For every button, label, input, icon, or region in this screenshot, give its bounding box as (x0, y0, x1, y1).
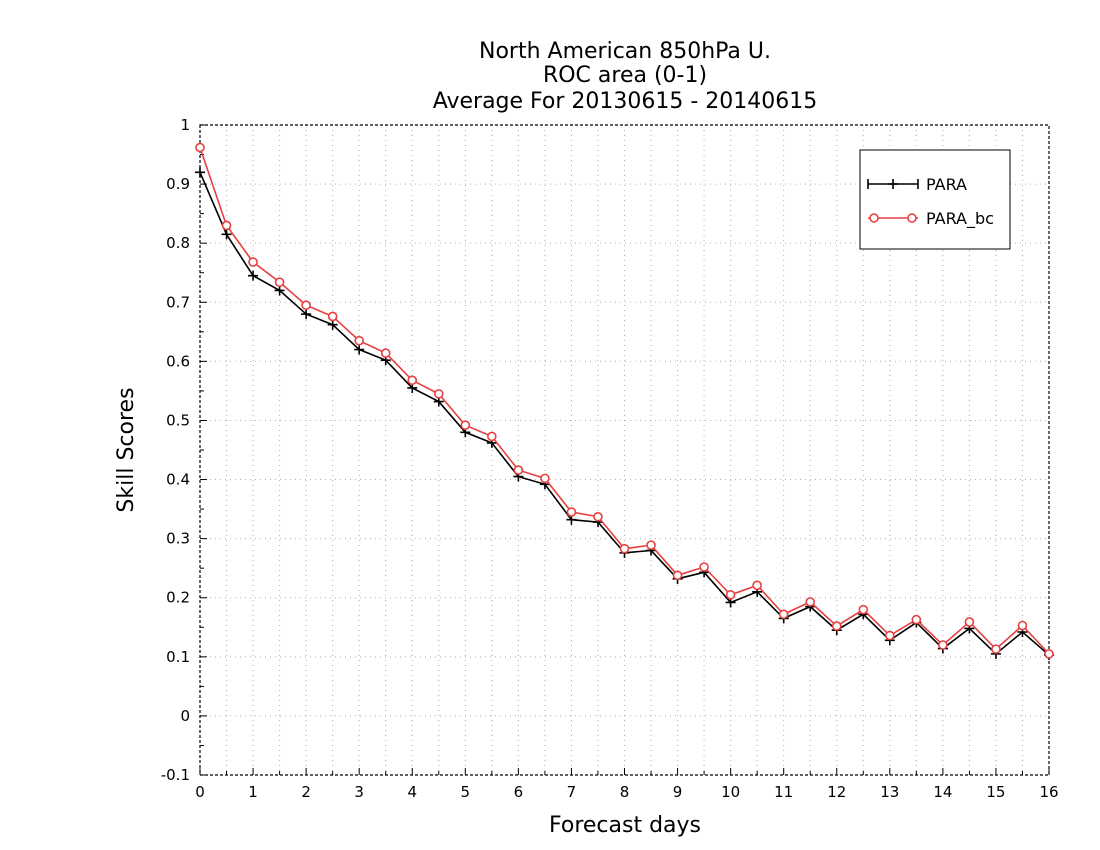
data-point-para-bc (805, 597, 816, 607)
data-point-para-bc (566, 507, 577, 517)
data-point-para (221, 229, 232, 240)
legend-items: PARA PARA_bc (867, 175, 994, 229)
series-para-bc (195, 142, 1054, 659)
y-tick-label: -0.1 (161, 766, 190, 784)
data-point-para-bc (778, 609, 789, 620)
data-point-para (248, 270, 259, 281)
data-point-para-bc (885, 630, 895, 641)
y-axis-label: Skill Scores (114, 387, 139, 512)
x-tick-label: 2 (301, 783, 311, 801)
ticks (199, 124, 1050, 776)
data-point-para-bc (858, 604, 869, 615)
x-tick-label: 6 (514, 783, 524, 801)
x-tick-label: 4 (407, 783, 417, 801)
grid (200, 125, 1049, 775)
x-tick-label: 5 (461, 783, 471, 801)
data-point-para (301, 309, 312, 320)
x-tick-label: 14 (933, 783, 952, 801)
x-tick-label: 3 (354, 783, 364, 801)
y-tick-label: 0 (180, 707, 190, 725)
x-tick-label: 15 (986, 783, 1005, 801)
x-tick-label: 8 (620, 783, 630, 801)
data-point-para-bc (964, 617, 975, 627)
x-tick-label: 0 (195, 783, 205, 801)
legend: PARA PARA_bc (859, 149, 1011, 250)
x-tick-label: 11 (774, 783, 793, 801)
legend-marker-para (888, 179, 898, 189)
data-point-para-bc (1044, 649, 1054, 659)
legend-box (859, 149, 1011, 250)
chart-title-line-3: Average For 20130615 - 20140615 (433, 89, 818, 114)
data-point-para-bc (619, 543, 630, 554)
y-tick-label: 0.4 (166, 471, 190, 489)
data-point-para-bc (195, 142, 205, 153)
x-tick-label: 9 (673, 783, 683, 801)
y-tick-label: 0.9 (166, 175, 190, 193)
data-point-para-bc (1017, 620, 1028, 631)
data-point-para-bc (301, 300, 311, 311)
y-tick-label: 0.3 (166, 530, 190, 548)
data-point-para-bc (221, 220, 232, 231)
data-point-para (274, 285, 285, 296)
data-point-para-bc (540, 473, 550, 484)
data-point-para-bc (752, 580, 762, 591)
legend-item-para: PARA (867, 175, 967, 194)
y-tick-label: 0.8 (166, 234, 190, 252)
x-tick-label: 7 (567, 783, 577, 801)
tick-labels: 0 1 2 3 4 5 6 7 8 9 10 11 12 13 14 15 16-0.100.10.20.30.… (161, 116, 1059, 801)
legend-item-para-bc: PARA_bc (868, 209, 994, 229)
data-point-para-bc (460, 420, 471, 430)
legend-label-para-bc: PARA_bc (926, 209, 994, 229)
data-point-para-bc (380, 348, 391, 358)
data-point-para (354, 344, 365, 355)
data-point-para-bc (911, 614, 922, 625)
x-tick-label: 13 (880, 783, 899, 801)
chart-title-line-1: North American 850hPa U. (479, 39, 771, 64)
legend-label-para: PARA (926, 175, 967, 194)
data-point-para-bc (248, 257, 258, 267)
chart-title-line-2: ROC area (0-1) (543, 63, 707, 88)
data-point-para-bc (699, 562, 709, 572)
data-point-para-bc (513, 465, 524, 475)
x-tick-label: 10 (721, 783, 740, 801)
data-point-para-bc (938, 640, 948, 650)
series-layer (195, 142, 1054, 661)
legend-marker-para (867, 179, 919, 189)
y-tick-label: 0.2 (166, 589, 190, 607)
y-tick-label: 0.5 (166, 411, 190, 429)
y-tick-label: 0.6 (166, 352, 190, 370)
plot-frame (199, 124, 1050, 776)
data-point-para-bc (274, 277, 285, 287)
x-tick-label: 1 (248, 783, 258, 801)
data-point-para-bc (593, 511, 603, 522)
x-tick-label: 16 (1039, 783, 1058, 801)
data-point-para-bc (672, 570, 683, 581)
data-point-para-bc (407, 375, 418, 386)
data-point-para-bc (725, 589, 736, 600)
y-tick-label: 0.1 (166, 648, 190, 666)
y-tick-label: 1 (180, 116, 190, 134)
data-point-para-bc (991, 644, 1001, 654)
x-tick-label: 12 (827, 783, 846, 801)
data-point-para-bc (831, 621, 842, 631)
data-point-para-bc (354, 335, 364, 346)
legend-marker-para-bc (869, 213, 879, 223)
x-axis-label: Forecast days (549, 813, 701, 838)
data-point-para-bc (327, 311, 338, 322)
data-point-para (327, 319, 338, 330)
data-point-para (195, 167, 205, 178)
legend-marker-para-bc (907, 213, 917, 223)
data-point-para-bc (487, 431, 497, 442)
data-point-para-bc (646, 540, 656, 550)
y-tick-label: 0.7 (166, 293, 190, 311)
data-point-para-bc (433, 389, 444, 399)
